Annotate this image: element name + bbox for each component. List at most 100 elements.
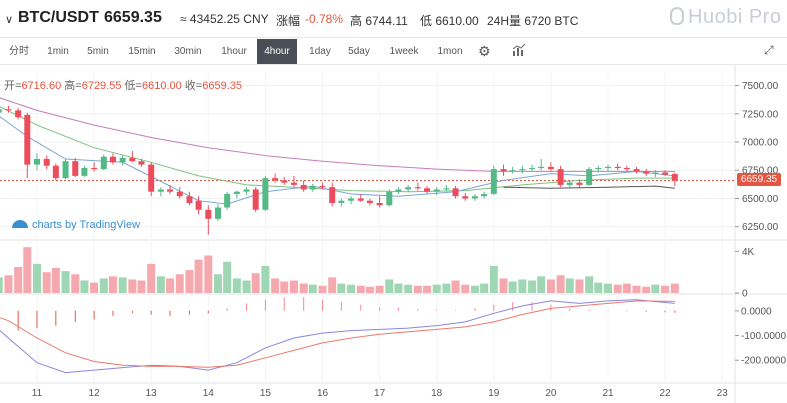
tf-1day[interactable]: 1day xyxy=(309,46,331,57)
macd-tick-label: 0.0000 xyxy=(741,306,772,317)
candle-body xyxy=(62,161,69,179)
gear-icon[interactable]: ⚙ xyxy=(478,43,491,59)
time-tick-label: 22 xyxy=(660,388,672,399)
candle-body xyxy=(176,191,183,197)
candle-body xyxy=(586,169,593,185)
volume-bar xyxy=(489,265,498,293)
volume-bar xyxy=(518,279,527,293)
volume-bar xyxy=(451,280,460,293)
last-price-tag: 6659.35 xyxy=(737,173,781,187)
indicators-icon[interactable] xyxy=(512,43,526,57)
brand-name: Huobi Pro xyxy=(688,6,782,28)
price-chart[interactable]: 7500.00 7250.00 7000.00 6750.00 6500.00 6250.… xyxy=(0,65,787,403)
volume-bar xyxy=(80,280,89,293)
candle-body xyxy=(109,156,116,163)
candle-body xyxy=(15,110,22,118)
low-24h: 低 6610.00 xyxy=(420,14,479,28)
volume-bar xyxy=(375,285,384,293)
candle-body xyxy=(272,178,279,181)
candle-body xyxy=(34,158,40,165)
price-tick-label: 7000.00 xyxy=(742,138,779,149)
candle-body xyxy=(119,157,126,163)
time-tick-label: 12 xyxy=(89,388,101,399)
candle-body xyxy=(100,156,107,170)
candle-body xyxy=(395,189,402,192)
volume-bar xyxy=(156,276,165,293)
candle-body xyxy=(215,207,222,219)
candle-body xyxy=(0,109,2,113)
candle-body xyxy=(652,172,659,174)
tf-1mon[interactable]: 1mon xyxy=(437,46,463,57)
volume-bar xyxy=(613,284,622,293)
macd-tick-label: -100.0000 xyxy=(741,331,786,342)
candle-body xyxy=(509,170,516,172)
tf-5min[interactable]: 5min xyxy=(87,46,109,57)
candle-body xyxy=(462,196,469,199)
volume-24h: 24H量 6720 BTC xyxy=(487,14,579,28)
tf-5day[interactable]: 5day xyxy=(348,46,370,57)
moving-average-lines xyxy=(0,97,675,205)
tf-15min[interactable]: 15min xyxy=(128,46,156,57)
volume-bar xyxy=(604,283,612,293)
candle-body xyxy=(52,165,59,179)
candle-body xyxy=(243,189,250,192)
tf-time[interactable]: 分时 xyxy=(9,46,29,57)
candle-body xyxy=(186,196,193,203)
candle-body xyxy=(386,191,393,206)
volume-bar xyxy=(128,279,137,293)
last-price: 6659.35 xyxy=(104,9,162,26)
candle-body xyxy=(471,196,478,199)
candle-body xyxy=(643,171,650,174)
volume-bar xyxy=(214,274,223,293)
tf-4hour[interactable]: 4hour xyxy=(257,39,297,64)
candle-body xyxy=(252,189,259,210)
candle-body xyxy=(671,174,678,181)
volume-bar xyxy=(242,280,251,293)
candle-body xyxy=(348,198,355,201)
macd-series xyxy=(0,297,676,374)
volume-bar xyxy=(480,283,489,293)
candle-body xyxy=(300,184,307,190)
volume-bar xyxy=(528,280,537,293)
candle-body xyxy=(91,167,98,170)
chart-axes: 7500.00 7250.00 7000.00 6750.00 6500.00 6250.… xyxy=(32,81,787,399)
price-tick-label: 6250.00 xyxy=(742,222,779,233)
pair-symbol[interactable]: BTC/USDT xyxy=(18,9,99,26)
price-tick-label: 6750.00 xyxy=(742,166,779,177)
volume-bar xyxy=(404,284,413,293)
candle-body xyxy=(262,178,269,210)
volume-bar xyxy=(223,261,232,293)
tf-1week[interactable]: 1week xyxy=(389,46,419,57)
expand-icon[interactable]: ⤢ xyxy=(764,43,774,57)
chart-grid xyxy=(0,65,787,403)
candle-body xyxy=(319,186,326,188)
ticker-header: ∨ BTC/USDT 6659.35 ≈ 43452.25 CNY 涨幅 -0.… xyxy=(0,0,787,38)
volume-bar xyxy=(308,284,317,293)
candle-body xyxy=(329,187,336,203)
tf-30min[interactable]: 30min xyxy=(174,46,202,57)
candle-body xyxy=(366,200,373,203)
volume-bar xyxy=(565,278,574,293)
volume-bar xyxy=(118,277,127,293)
volume-bar xyxy=(594,282,603,293)
ma-mid-line xyxy=(0,106,675,193)
volume-bar xyxy=(385,279,394,293)
volume-bar xyxy=(642,286,651,293)
time-tick-label: 23 xyxy=(717,388,729,399)
time-tick-label: 16 xyxy=(317,388,329,399)
timeframe-toolbar: 分时 1min 5min 15min 30min 1hour 4hour 1da… xyxy=(0,39,787,65)
tf-1min[interactable]: 1min xyxy=(47,46,69,57)
volume-bar xyxy=(0,277,3,293)
tradingview-credit[interactable]: charts by TradingView xyxy=(12,219,140,231)
tf-1hour[interactable]: 1hour xyxy=(221,46,247,57)
volume-bar xyxy=(661,285,670,293)
close-label: 收= xyxy=(184,80,203,92)
time-tick-label: 15 xyxy=(260,388,272,399)
volume-bar xyxy=(575,279,584,293)
candle-body xyxy=(72,161,79,176)
chevron-down-icon[interactable]: ∨ xyxy=(5,14,14,26)
candle-body xyxy=(281,180,288,183)
candle-body xyxy=(481,193,488,197)
time-tick-label: 14 xyxy=(203,388,215,399)
candle-body xyxy=(519,169,526,171)
